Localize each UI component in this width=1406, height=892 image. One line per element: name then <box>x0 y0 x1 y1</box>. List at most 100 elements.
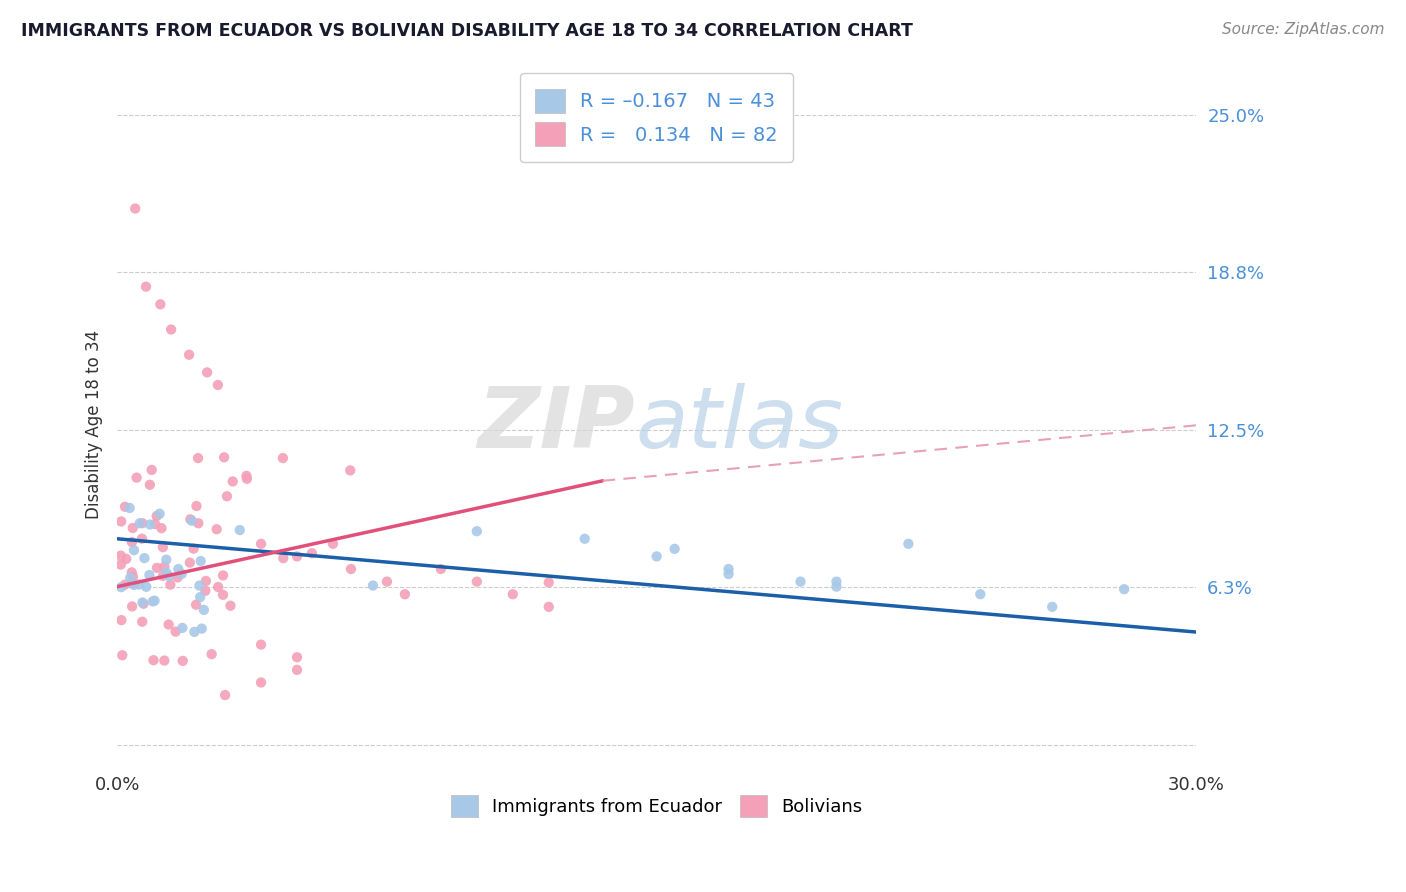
Point <box>157 569 180 583</box>
Point <box>969 587 991 601</box>
Point <box>135 279 157 293</box>
Point <box>322 537 344 551</box>
Point <box>179 556 201 570</box>
Point <box>394 587 416 601</box>
Y-axis label: Disability Age 18 to 34: Disability Age 18 to 34 <box>86 329 103 518</box>
Point <box>194 583 217 598</box>
Point <box>188 590 211 604</box>
Point <box>121 521 143 535</box>
Point <box>574 532 596 546</box>
Point <box>537 599 560 614</box>
Point <box>153 654 176 668</box>
Point <box>190 622 212 636</box>
Point <box>465 524 488 539</box>
Point <box>142 653 165 667</box>
Point <box>717 567 740 582</box>
Point <box>138 568 160 582</box>
Point <box>250 638 273 652</box>
Point <box>121 599 143 614</box>
Point <box>134 551 156 566</box>
Point <box>271 551 294 566</box>
Point <box>188 579 211 593</box>
Point <box>301 546 323 560</box>
Point <box>229 523 252 537</box>
Point <box>121 566 143 580</box>
Point <box>149 297 172 311</box>
Point <box>166 570 188 584</box>
Point <box>124 202 146 216</box>
Point <box>139 477 162 491</box>
Point <box>110 549 132 563</box>
Point <box>121 576 143 591</box>
Point <box>128 577 150 591</box>
Point <box>110 558 132 572</box>
Point <box>340 562 363 576</box>
Point <box>184 598 207 612</box>
Point <box>131 516 153 530</box>
Text: ZIP: ZIP <box>478 383 636 466</box>
Point <box>146 561 169 575</box>
Point <box>141 463 163 477</box>
Point <box>110 613 132 627</box>
Point <box>155 566 177 580</box>
Point <box>250 675 273 690</box>
Point <box>172 621 194 635</box>
Point <box>170 566 193 581</box>
Point <box>152 540 174 554</box>
Point <box>139 517 162 532</box>
Point <box>194 574 217 588</box>
Point <box>825 580 848 594</box>
Point <box>142 594 165 608</box>
Point <box>205 522 228 536</box>
Point <box>143 516 166 531</box>
Point <box>172 654 194 668</box>
Point <box>195 365 218 379</box>
Point <box>155 552 177 566</box>
Text: Source: ZipAtlas.com: Source: ZipAtlas.com <box>1222 22 1385 37</box>
Point <box>339 463 361 477</box>
Point <box>122 578 145 592</box>
Point <box>120 571 142 585</box>
Point <box>271 451 294 466</box>
Point <box>128 516 150 531</box>
Point <box>430 562 453 576</box>
Point <box>152 569 174 583</box>
Point <box>179 348 201 362</box>
Point <box>186 499 208 513</box>
Point <box>825 574 848 589</box>
Point <box>250 537 273 551</box>
Point <box>190 554 212 568</box>
Point <box>361 578 384 592</box>
Point <box>159 577 181 591</box>
Point <box>110 515 132 529</box>
Point <box>150 521 173 535</box>
Point <box>207 378 229 392</box>
Point <box>179 512 201 526</box>
Point <box>160 322 183 336</box>
Point <box>1114 582 1136 597</box>
Point <box>183 541 205 556</box>
Point <box>789 574 811 589</box>
Point <box>219 599 242 613</box>
Point <box>193 603 215 617</box>
Point <box>122 569 145 583</box>
Point <box>187 451 209 466</box>
Point <box>645 549 668 564</box>
Point <box>236 472 259 486</box>
Point <box>110 580 132 594</box>
Point <box>131 595 153 609</box>
Point <box>201 647 224 661</box>
Point <box>165 624 187 639</box>
Point <box>167 562 190 576</box>
Point <box>187 516 209 531</box>
Point <box>212 588 235 602</box>
Point <box>537 575 560 590</box>
Legend: Immigrants from Ecuador, Bolivians: Immigrants from Ecuador, Bolivians <box>443 788 870 824</box>
Point <box>664 541 686 556</box>
Point <box>897 537 920 551</box>
Point <box>717 562 740 576</box>
Point <box>122 543 145 558</box>
Point <box>502 587 524 601</box>
Point <box>285 663 308 677</box>
Point <box>121 535 143 549</box>
